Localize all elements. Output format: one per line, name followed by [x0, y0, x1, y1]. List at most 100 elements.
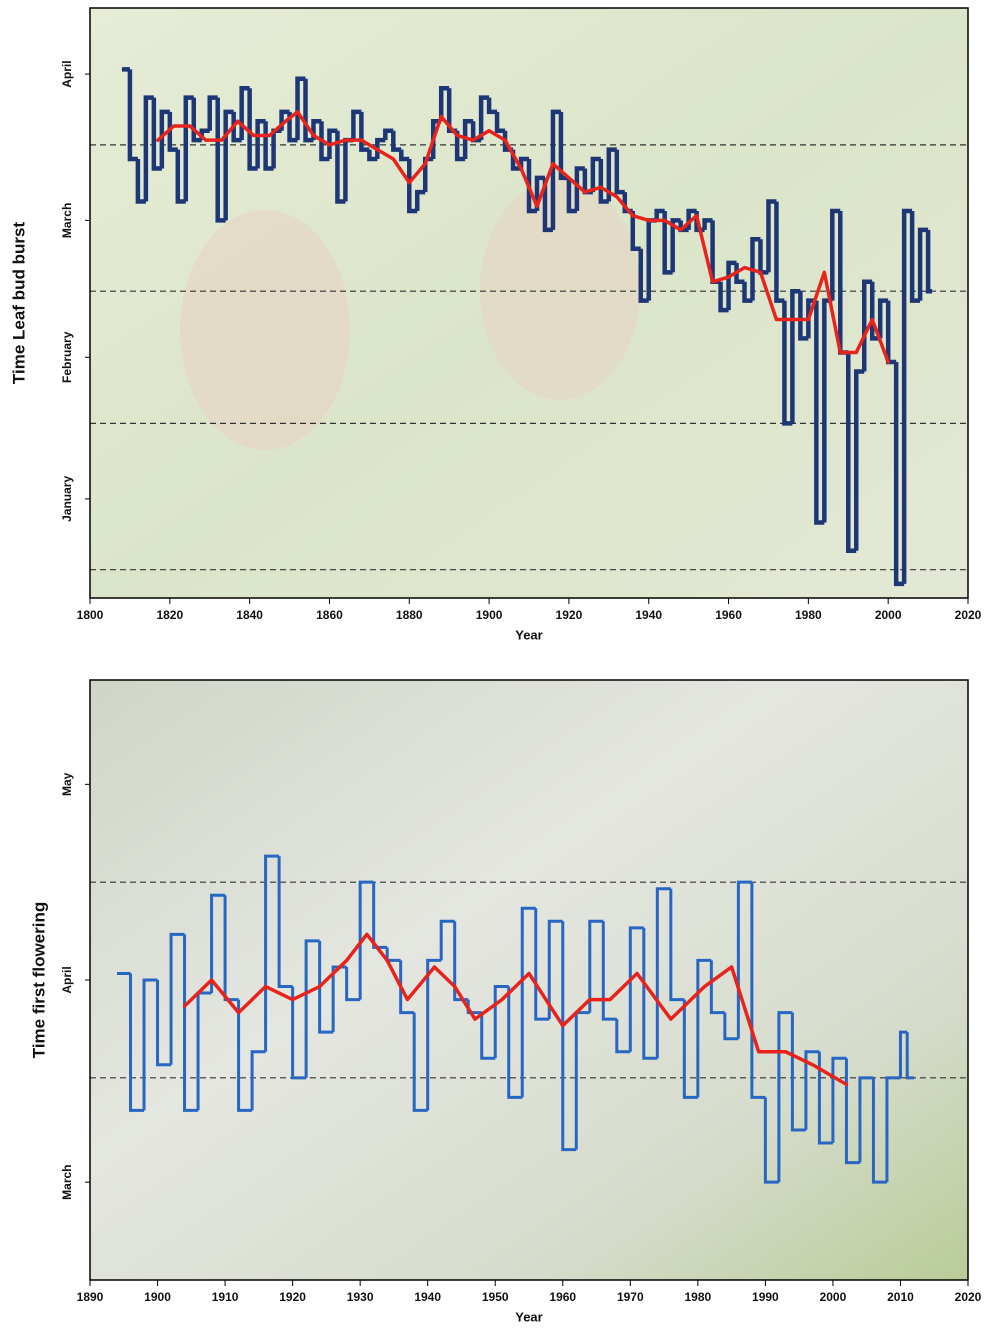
x-tick-label: 1840 [236, 608, 263, 622]
step-segment [372, 882, 388, 949]
smoothed-line [156, 110, 890, 364]
step-segment [901, 208, 913, 584]
step-segment [191, 97, 202, 143]
step-segment [526, 159, 537, 214]
step-segment [709, 960, 725, 1015]
x-tick-label: 1970 [617, 1290, 644, 1304]
step-segment [287, 111, 298, 143]
step-segment [375, 137, 386, 160]
x-tick-label: 1940 [635, 608, 662, 622]
step-segment [844, 1058, 860, 1165]
step-segment [561, 921, 577, 1152]
step-segment [183, 95, 194, 202]
step-segment [917, 227, 929, 301]
step-segment [534, 175, 545, 211]
y-tick-label: February [60, 331, 74, 383]
step-segment [614, 149, 625, 195]
step-segment [135, 159, 146, 204]
step-segment [670, 218, 681, 273]
step-segment [493, 985, 509, 1059]
step-segment [630, 210, 641, 251]
step-segment [861, 279, 873, 372]
step-segment [817, 1051, 833, 1145]
step-segment [210, 893, 226, 994]
photo-background [90, 680, 968, 1280]
step-segment [662, 210, 673, 275]
step-segment [159, 109, 170, 169]
step-segment [774, 201, 785, 303]
step-segment [734, 262, 745, 285]
step-segment [642, 927, 658, 1060]
step-segment [367, 149, 378, 162]
x-axis-title: Year [515, 1309, 542, 1324]
step-segment [893, 362, 905, 587]
x-tick-label: 1920 [279, 1290, 306, 1304]
bud-shape [180, 210, 350, 450]
x-tick-label: 2020 [955, 1290, 982, 1304]
step-segment [345, 966, 361, 1002]
step-segment [466, 999, 482, 1015]
x-tick-label: 2010 [887, 1290, 914, 1304]
y-tick-label: January [60, 476, 74, 522]
step-segment [439, 919, 455, 961]
x-axis-title: Year [515, 627, 542, 642]
step-segment [175, 149, 186, 204]
step-segment [790, 1012, 806, 1132]
step-segment [750, 237, 761, 301]
step-segment [566, 177, 577, 214]
step-segment [335, 130, 346, 204]
x-tick-label: 1860 [316, 608, 343, 622]
x-tick-label: 1950 [482, 1290, 509, 1304]
step-segment [351, 109, 362, 141]
step-segment [542, 177, 553, 233]
step-segment [601, 921, 617, 1021]
step-segment [412, 1012, 428, 1112]
step-segment [151, 97, 162, 171]
step-segment [588, 919, 604, 1013]
step-segment [718, 281, 729, 313]
step-segment [304, 939, 320, 1078]
step-segment [399, 149, 410, 162]
step-segment [726, 260, 737, 311]
step-segment [207, 95, 218, 131]
step-segment [898, 1030, 908, 1078]
step-segment [885, 1076, 901, 1183]
step-segment [391, 130, 402, 152]
step-segment [462, 119, 474, 160]
step-segment [169, 932, 185, 1065]
step-segment [682, 999, 698, 1099]
step-segment [550, 109, 561, 230]
step-segment [295, 76, 306, 141]
step-segment [804, 1050, 820, 1130]
step-segment [480, 1012, 496, 1060]
step-segment [831, 1056, 847, 1144]
x-tick-label: 1940 [414, 1290, 441, 1304]
x-tick-label: 1820 [156, 608, 183, 622]
step-segment [454, 130, 466, 162]
step-segment [702, 218, 713, 230]
step-segment [766, 199, 777, 273]
plot-frame [89, 7, 969, 599]
step-segment [407, 159, 418, 214]
plot-frame [89, 679, 969, 1281]
step-segment [925, 229, 933, 294]
step-segment [654, 208, 665, 221]
step-segment [669, 888, 685, 1002]
x-tick-label: 1960 [715, 608, 742, 622]
step-segment [318, 940, 334, 1034]
step-segment [237, 999, 253, 1112]
y-tick-label: April [60, 966, 74, 993]
chart: March April May 1890 1900 1910 1920 1930 1940 195… [29, 679, 982, 1324]
x-tick-label: 1890 [77, 1290, 104, 1304]
step-segment [696, 958, 712, 1098]
step-segment [291, 986, 307, 1080]
step-segment [255, 119, 266, 169]
step-segment [223, 109, 234, 221]
step-segment [574, 166, 585, 211]
step-segment [415, 189, 426, 211]
step-segment [854, 369, 865, 551]
step-segment [359, 111, 370, 152]
step-segment [858, 1076, 874, 1163]
